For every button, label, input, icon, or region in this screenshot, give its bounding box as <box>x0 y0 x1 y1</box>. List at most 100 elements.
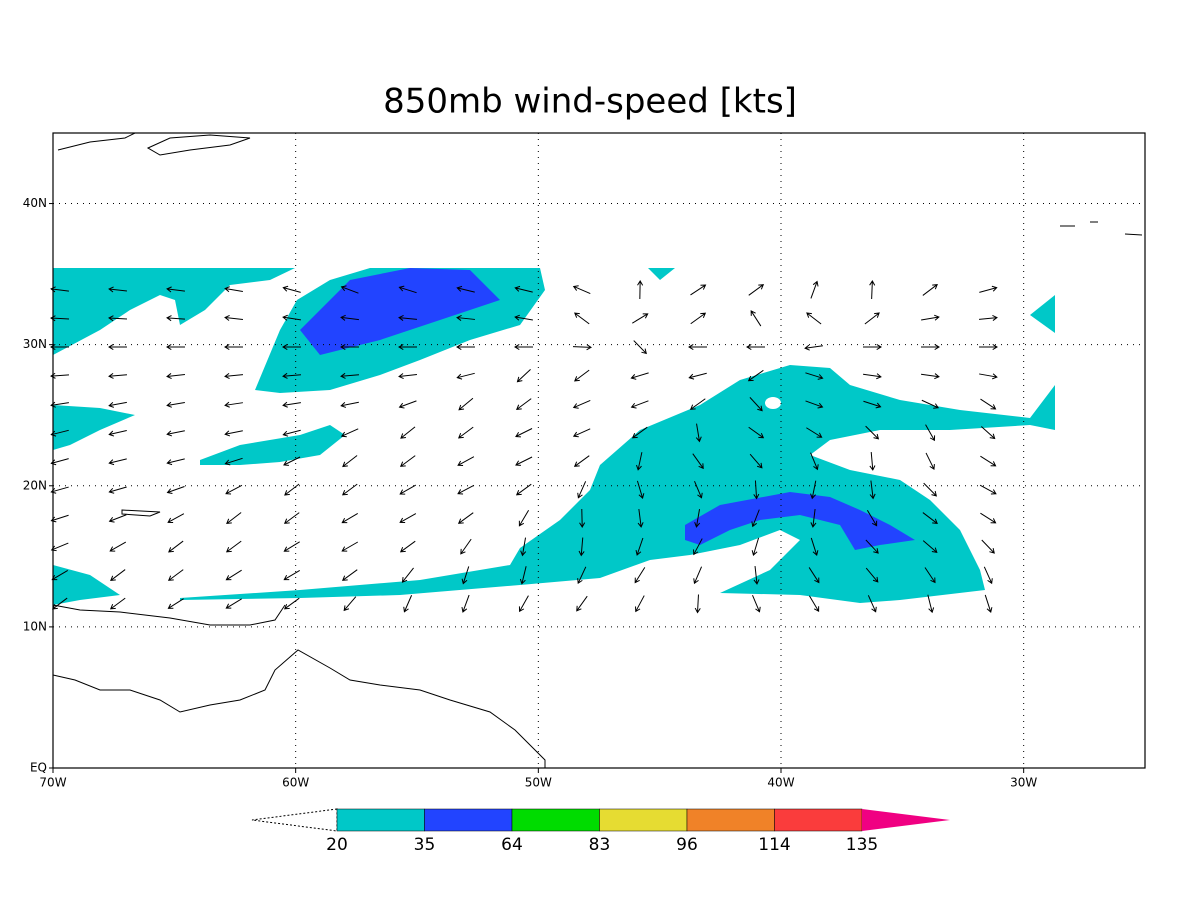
wind-arrow <box>984 594 993 613</box>
wind-arrow <box>108 343 128 351</box>
wind-arrow <box>225 540 242 553</box>
wind-arrow <box>225 484 243 495</box>
wind-arrow <box>343 596 357 612</box>
wind-arrow <box>978 344 998 351</box>
wind-arrow <box>694 481 703 499</box>
wind-arrow <box>752 595 761 613</box>
colorbar-box <box>336 808 425 832</box>
wind-arrow <box>751 509 760 528</box>
wind-arrow <box>688 344 708 351</box>
wind-arrow <box>282 344 302 351</box>
wind-arrow <box>806 312 822 325</box>
wind-arrow <box>574 369 590 382</box>
wind-arrow <box>50 343 70 351</box>
wind-arrow <box>862 344 882 351</box>
wind-arrow <box>983 566 993 585</box>
wind-arrow <box>863 400 882 409</box>
wind-arrow <box>166 373 186 380</box>
wind-arrow <box>341 569 358 581</box>
wind-arrow <box>456 372 475 380</box>
wind-arrow <box>108 401 127 408</box>
wind-arrow <box>457 484 475 495</box>
wind-arrow <box>109 597 126 610</box>
wind-arrow <box>282 314 301 321</box>
wind-arrow <box>461 594 470 613</box>
wind-arrow <box>804 344 823 351</box>
wind-arrow <box>805 400 824 409</box>
wind-arrow <box>921 373 940 380</box>
wind-arrow <box>633 340 647 355</box>
wind-arrow <box>108 315 128 322</box>
colorbar-label: 135 <box>846 835 878 855</box>
wind-arrow <box>688 372 707 380</box>
wind-arrow <box>340 401 359 408</box>
lon-tick-label: 30W <box>1010 776 1037 790</box>
wind-arrow <box>810 509 817 528</box>
wind-arrow <box>810 452 819 471</box>
wind-arrow <box>866 510 878 527</box>
wind-arrow <box>457 512 474 524</box>
coastline <box>121 509 161 517</box>
wind-arrow <box>749 453 763 469</box>
lon-tick-label: 50W <box>525 776 552 790</box>
wind-arrow <box>401 567 414 583</box>
coastline <box>52 604 286 626</box>
shading <box>53 268 1055 605</box>
wind-arrow <box>925 452 935 470</box>
wind-arrow <box>637 509 644 528</box>
wind-arrow <box>516 368 531 383</box>
wind-arrow <box>400 426 416 439</box>
wind-arrow <box>108 514 127 523</box>
colorbar-low-triangle <box>251 808 338 832</box>
wind-arrow <box>109 541 127 552</box>
wind-arrow <box>283 541 300 552</box>
wind-arrow <box>635 595 645 613</box>
wind-arrow <box>865 425 880 440</box>
wind-arrow <box>456 285 475 293</box>
wind-arrow <box>282 401 301 408</box>
wind-arrow <box>921 314 940 321</box>
wind-arrow <box>399 455 416 467</box>
wind-arrow <box>341 541 359 552</box>
wind-arrow <box>398 373 417 380</box>
wind-arrow <box>808 595 820 613</box>
wind-arrow <box>924 567 936 584</box>
coastline <box>57 132 136 151</box>
wind-arrow <box>810 537 819 557</box>
coastline <box>1060 221 1143 236</box>
wind-arrow <box>108 486 127 494</box>
wind-arrow <box>166 486 185 494</box>
wind-arrow <box>921 399 940 409</box>
wind-arrow <box>342 455 358 468</box>
wind-arrow <box>224 401 243 408</box>
wind-arrow <box>340 314 359 321</box>
coastlines <box>52 132 1143 769</box>
shade-area <box>53 565 120 605</box>
wind-arrow <box>518 510 530 527</box>
wind-arrow <box>753 480 760 500</box>
coastline <box>52 649 546 769</box>
colorbar-label: 20 <box>326 835 348 855</box>
wind-arrow <box>518 595 529 613</box>
wind-arrow <box>810 480 817 500</box>
wind-arrow <box>573 455 590 467</box>
wind-arrow <box>167 569 184 581</box>
wind-arrow <box>340 285 359 294</box>
wind-arrow <box>514 314 533 321</box>
wind-arrow <box>920 344 940 351</box>
wind-arrow <box>225 598 242 609</box>
wind-arrow <box>399 540 416 553</box>
wind-arrow <box>398 400 417 409</box>
wind-arrow <box>108 372 128 379</box>
wind-arrow <box>865 539 879 554</box>
wind-arrow <box>746 344 766 351</box>
wind-arrow <box>110 569 126 582</box>
wind-arrow <box>50 401 69 408</box>
wind-arrow <box>456 314 476 321</box>
wind-arrow <box>635 537 644 556</box>
wind-arrow <box>980 512 997 524</box>
wind-arrow <box>753 565 760 585</box>
colorbar-label: 35 <box>414 835 436 855</box>
wind-arrow <box>516 398 532 410</box>
